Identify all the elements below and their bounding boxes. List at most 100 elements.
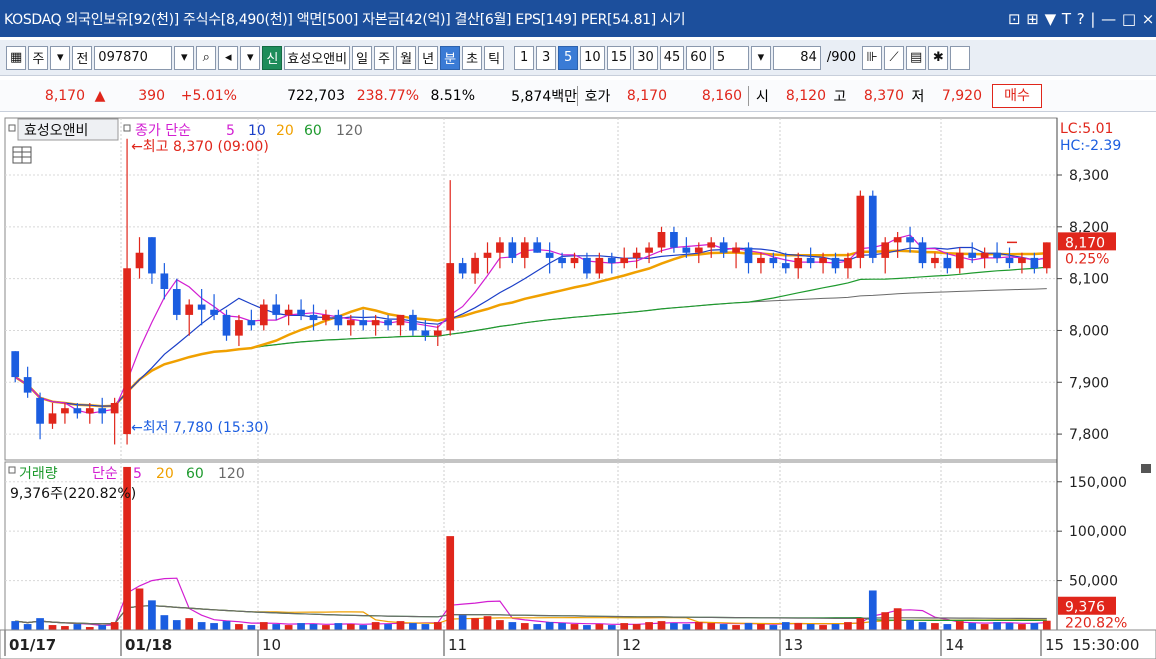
minimize-icon[interactable]: — — [1101, 9, 1116, 28]
candle-body — [508, 242, 517, 258]
pin-icon[interactable]: ▼ — [1044, 9, 1057, 28]
volume-bar — [781, 622, 790, 630]
volume-bar — [496, 620, 504, 630]
current-volume-value: 9,376 — [1065, 600, 1105, 616]
font-icon[interactable]: T — [1061, 9, 1071, 28]
volume-bar — [632, 624, 641, 630]
candle-body — [583, 257, 591, 274]
candle-type-icon[interactable]: ⊪ — [862, 45, 883, 70]
volume-bar — [583, 625, 591, 630]
volume-tick-label: 150,000 — [1069, 475, 1127, 491]
volume-bar — [694, 622, 703, 630]
candle-body — [968, 252, 977, 258]
interval-dropdown-icon[interactable]: ▾ — [750, 45, 771, 70]
minute-60[interactable]: 60 — [686, 45, 711, 70]
candle-body — [446, 263, 455, 331]
period-day[interactable]: 일 — [352, 45, 373, 70]
quote-bar: 8,170 ▲ 390 +5.01% 722,703 238.77% 8.51%… — [0, 80, 1156, 112]
candle-body — [533, 242, 542, 253]
volume-bar — [906, 620, 914, 630]
candle-body — [210, 309, 218, 315]
volume-bar — [11, 621, 20, 630]
legend-label: 종가 단순 — [135, 123, 191, 139]
candle-body — [558, 257, 566, 264]
up-arrow-icon: ▲ — [94, 87, 106, 104]
window-controls: ⊡ ⊞ ▼ T ? | — □ × — [1008, 0, 1154, 37]
popout-icon[interactable]: ⊞ — [1026, 9, 1039, 28]
low-price: 7,920 — [941, 87, 982, 104]
candle-body — [545, 252, 554, 258]
price-tick-label: 7,800 — [1069, 427, 1109, 443]
change-pct: +5.01% — [180, 87, 237, 104]
search-icon[interactable]: ⌕ — [196, 45, 217, 70]
sound-icon[interactable]: ◂ — [218, 45, 239, 70]
minute-1[interactable]: 1 — [514, 45, 535, 70]
volume-ma-period: 20 — [156, 466, 174, 482]
price-tick-label: 8,300 — [1069, 168, 1109, 184]
minute-15[interactable]: 15 — [606, 45, 632, 70]
sound-dropdown-icon[interactable]: ▾ — [240, 45, 261, 70]
market-select[interactable]: 전 — [72, 45, 93, 70]
price-tick-label: 8,100 — [1069, 272, 1109, 288]
gear-icon[interactable]: ✱ — [928, 45, 949, 70]
period-month[interactable]: 월 — [396, 45, 417, 70]
code-input[interactable]: 097870 — [94, 45, 173, 70]
volume-bar — [334, 623, 343, 630]
open-label: 시 — [748, 85, 776, 106]
period-year[interactable]: 년 — [418, 45, 439, 70]
volume-toggle-icon — [8, 466, 16, 474]
indicator-icon[interactable]: ⟋ — [884, 45, 905, 70]
volume-bar — [1030, 623, 1039, 630]
group-badge[interactable]: 신 — [262, 45, 283, 70]
volume-bar — [297, 623, 305, 630]
trade-amount: 5,874백만 — [511, 88, 577, 105]
volume-bar — [757, 624, 765, 630]
candle-body — [247, 320, 256, 326]
volume-bar — [670, 623, 678, 630]
volume-bar — [856, 618, 865, 630]
save-icon[interactable]: ▤ — [906, 45, 927, 70]
minute-10[interactable]: 10 — [580, 45, 605, 70]
mode-dropdown-icon[interactable]: ▾ — [50, 45, 71, 70]
close-icon[interactable]: × — [1141, 9, 1155, 28]
volume-bar — [346, 624, 355, 630]
candle-body — [73, 408, 82, 414]
restore-icon[interactable]: ⊡ — [1008, 9, 1021, 28]
volume-bar — [123, 466, 131, 630]
chart-area: 8,3008,2008,1008,0007,9007,800150,000100… — [0, 117, 1156, 659]
code-dropdown-icon[interactable]: ▾ — [174, 45, 195, 70]
volume-bar — [61, 626, 69, 630]
interval-input[interactable]: 5 — [712, 45, 749, 70]
axes — [0, 118, 1156, 659]
candle-body — [421, 330, 430, 336]
maximize-icon[interactable]: □ — [1121, 9, 1136, 28]
period-minute[interactable]: 분 — [440, 45, 461, 70]
candle-body — [185, 304, 194, 315]
period-tick[interactable]: 틱 — [484, 45, 505, 70]
layout-icon[interactable]: ▦ — [6, 45, 27, 70]
volume-bar — [769, 625, 778, 630]
candle-body — [682, 247, 691, 253]
volume-bar — [384, 624, 392, 630]
period-week[interactable]: 주 — [374, 45, 395, 70]
checkbox[interactable] — [950, 45, 971, 70]
count-input[interactable]: 84 — [772, 45, 821, 70]
volume-bar — [682, 624, 691, 630]
candle-body — [806, 257, 815, 264]
candle-body — [670, 232, 678, 248]
period-second[interactable]: 초 — [462, 45, 483, 70]
minute-3[interactable]: 3 — [536, 45, 557, 70]
legend-period: 10 — [248, 123, 266, 139]
minute-30[interactable]: 30 — [633, 45, 658, 70]
minute-45[interactable]: 45 — [659, 45, 685, 70]
candle-body — [396, 314, 405, 326]
name-tag-frame — [17, 118, 119, 141]
help-icon[interactable]: ? — [1076, 9, 1085, 28]
buy-button[interactable]: 매수 — [992, 83, 1042, 108]
minute-5[interactable]: 5 — [558, 45, 579, 70]
mode-select[interactable]: 주 — [28, 45, 49, 70]
volume-ma-period: 120 — [218, 466, 245, 482]
candle-body — [1030, 257, 1039, 269]
candle-body — [632, 252, 641, 258]
volume-bar — [309, 624, 318, 630]
